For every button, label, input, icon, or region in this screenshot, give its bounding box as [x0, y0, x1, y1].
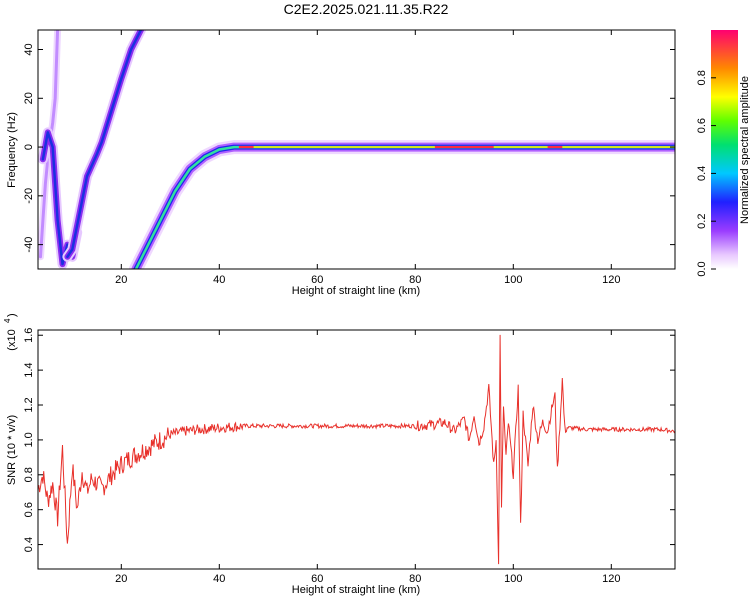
spectrogram-y-tick-label: 40 — [23, 43, 35, 55]
colorbar-tick-label: 0.2 — [696, 214, 708, 229]
spectrogram-frame — [37, 29, 676, 270]
spectrogram-x-ticks: 20 40 60 80 100 120 — [115, 30, 620, 286]
spectrogram-y-ticks: -40 -20 0 20 40 — [23, 43, 675, 253]
snr-y-tick-label: 1.0 — [23, 432, 35, 447]
colorbar-tick-label: 0.0 — [696, 261, 708, 276]
spectrogram-panel: 20 40 60 80 100 120 -40 -20 0 20 40 Height of str… — [6, 29, 676, 297]
snr-x-tick-label: 20 — [115, 573, 127, 585]
snr-y-label: SNR (10 * v/v) — [6, 415, 18, 485]
spectrogram-y-tick-label: -20 — [23, 188, 35, 204]
spectrogram-x-label: Height of straight line (km) — [292, 285, 420, 297]
snr-x-ticks: 20 40 60 80 100 120 — [115, 330, 620, 585]
colorbar-tick-label: 0.8 — [696, 70, 708, 85]
spectrogram-y-tick-label: 20 — [23, 92, 35, 104]
snr-panel: 20 40 60 80 100 120 0.4 0.6 0.8 1.0 1.2 1.4 1.6 Hei… — [3, 313, 676, 596]
snr-series-line — [38, 334, 675, 565]
snr-y-tick-label: 1.2 — [23, 397, 35, 412]
spectrogram-ridge-3-layer-2 — [133, 144, 675, 269]
spectrogram-x-tick-label: 60 — [311, 274, 323, 286]
snr-x-tick-label: 60 — [311, 573, 323, 585]
snr-y-tick-label: 1.6 — [23, 328, 35, 343]
spectrogram-y-tick-label: -40 — [23, 237, 35, 253]
colorbar-label: Normalized spectral amplitude — [739, 76, 750, 224]
snr-x-label: Height of straight line (km) — [292, 584, 420, 596]
colorbar-ticks: 0.0 0.2 0.4 0.6 0.8 — [696, 70, 716, 277]
spectrogram-ridges — [38, 30, 675, 269]
snr-frame — [37, 329, 676, 570]
snr-multiplier: (x10 4 ) — [3, 313, 18, 350]
snr-x-tick-label: 100 — [504, 573, 522, 585]
snr-x-tick-label: 40 — [213, 573, 225, 585]
colorbar: 0.0 0.2 0.4 0.6 0.8 Normalized spectral ampl… — [696, 30, 750, 277]
snr-y-tick-label: 0.4 — [23, 537, 35, 552]
spectrogram-ridge-2-layer-2 — [66, 30, 143, 259]
spectrogram-x-tick-label: 20 — [115, 274, 127, 286]
snr-y-tick-label: 1.4 — [23, 362, 35, 377]
spectrogram-ridge-3-layer-1 — [131, 142, 675, 269]
spectrogram-x-tick-label: 40 — [213, 274, 225, 286]
snr-y-ticks: 0.4 0.6 0.8 1.0 1.2 1.4 1.6 — [23, 328, 675, 552]
snr-multiplier-close: ) — [6, 313, 18, 317]
spectrogram-ridge-3-layer-0 — [129, 140, 675, 269]
colorbar-tick-label: 0.6 — [696, 118, 708, 133]
spectrogram-ridge-3-layer-3 — [134, 145, 675, 269]
snr-y-tick-label: 0.8 — [23, 467, 35, 482]
snr-y-tick-label: 0.6 — [23, 502, 35, 517]
spectrogram-x-tick-label: 80 — [409, 274, 421, 286]
figure-title: C2E2.2025.021.11.35.R22 — [284, 1, 449, 17]
colorbar-tick-label: 0.4 — [696, 166, 708, 181]
snr-x-tick-label: 80 — [409, 573, 421, 585]
snr-x-tick-label: 120 — [602, 573, 620, 585]
snr-multiplier-exponent: 4 — [3, 318, 12, 323]
colorbar-bar — [711, 30, 738, 269]
snr-multiplier-base: (x10 — [6, 329, 18, 350]
spectrogram-y-label: Frequency (Hz) — [6, 112, 18, 188]
spectrogram-y-tick-label: 0 — [23, 144, 35, 150]
spectrogram-x-tick-label: 120 — [602, 274, 620, 286]
spectrogram-x-tick-label: 100 — [504, 274, 522, 286]
